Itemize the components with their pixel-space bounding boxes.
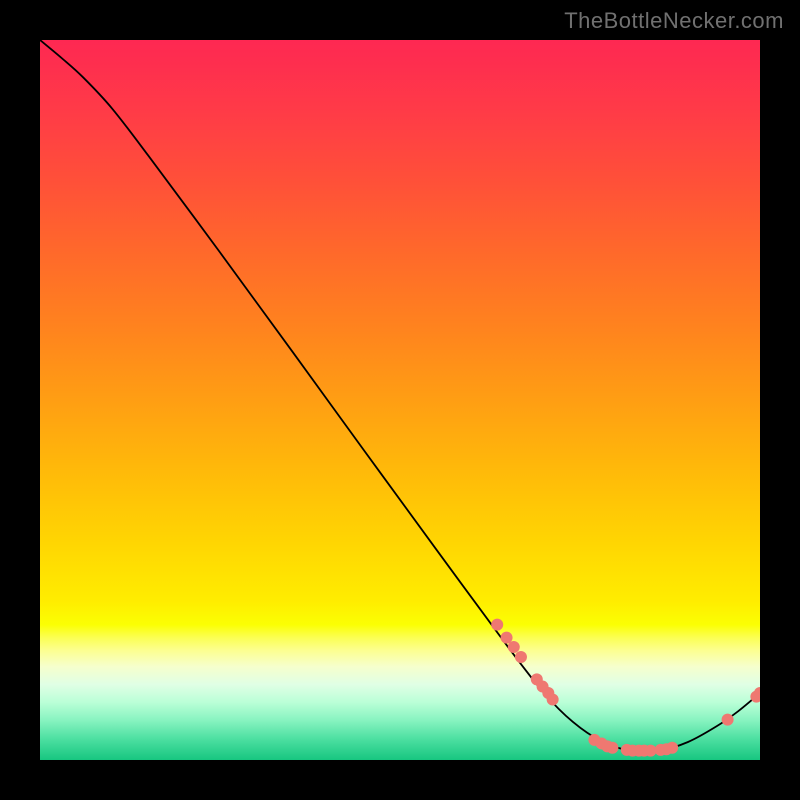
data-marker [722,714,734,726]
data-marker [666,742,678,754]
data-marker [547,694,559,706]
data-marker [508,641,520,653]
plot-area [40,40,760,760]
data-marker [515,651,527,663]
watermark-text: TheBottleNecker.com [564,8,784,34]
chart-svg [40,40,760,760]
chart-background [40,40,760,760]
chart-container: TheBottleNecker.com [0,0,800,800]
data-marker [606,742,618,754]
data-marker [491,619,503,631]
